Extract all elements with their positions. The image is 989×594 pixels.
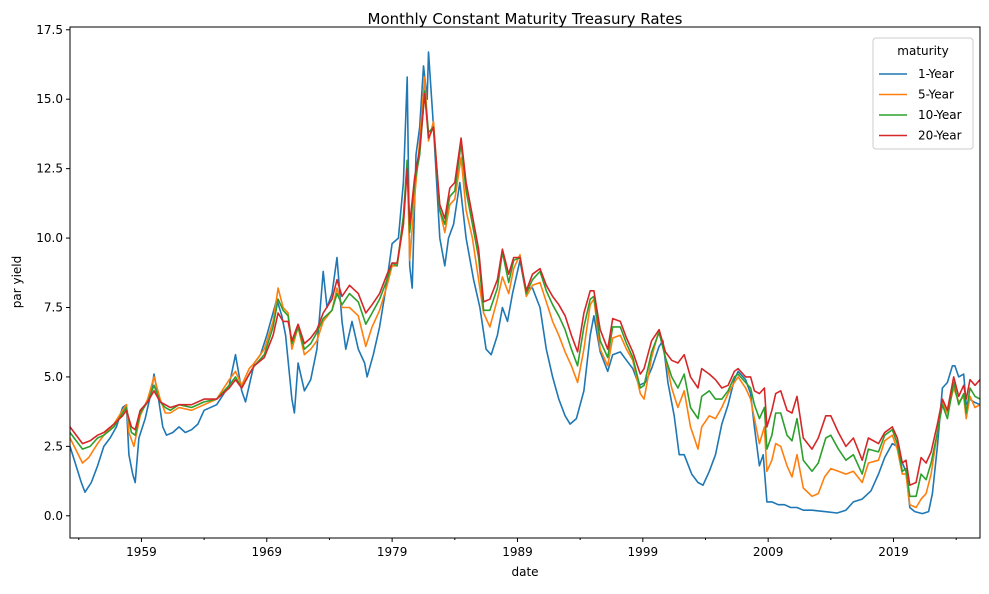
legend-label-1-year: 1-Year [918, 67, 954, 81]
y-axis-label: par yield [10, 256, 24, 309]
series-line-10-year [69, 90, 981, 498]
legend-title: maturity [897, 44, 948, 58]
x-axis-label: date [511, 565, 538, 579]
x-tick-label: 2009 [753, 545, 784, 559]
x-tick-label: 1959 [126, 545, 157, 559]
legend-label-20-year: 20-Year [918, 129, 962, 143]
x-tick-label: 1979 [377, 545, 408, 559]
y-tick-label: 15.0 [36, 92, 63, 106]
series-line-20-year [69, 92, 981, 486]
y-tick-label: 5.0 [44, 370, 63, 384]
series-line-5-year [69, 76, 981, 509]
x-tick-label: 1999 [628, 545, 659, 559]
chart-title: Monthly Constant Maturity Treasury Rates [368, 10, 683, 28]
y-tick-label: 7.5 [44, 300, 63, 314]
x-tick-label: 1969 [252, 545, 283, 559]
legend-box [872, 37, 974, 150]
series-line-1-year [69, 51, 981, 515]
y-tick-label: 2.5 [44, 439, 63, 453]
legend: maturity 1-Year 5-Year 10-Year 20-Year [872, 37, 974, 150]
plot-frame [69, 26, 981, 539]
x-tick-label: 1989 [502, 545, 533, 559]
y-tick-label: 10.0 [36, 231, 63, 245]
x-tick-label: 2019 [878, 545, 909, 559]
legend-label-10-year: 10-Year [918, 108, 962, 122]
legend-label-5-year: 5-Year [918, 88, 954, 102]
y-tick-label: 0.0 [44, 509, 63, 523]
y-tick-label: 12.5 [36, 162, 63, 176]
y-tick-label: 17.5 [36, 23, 63, 37]
